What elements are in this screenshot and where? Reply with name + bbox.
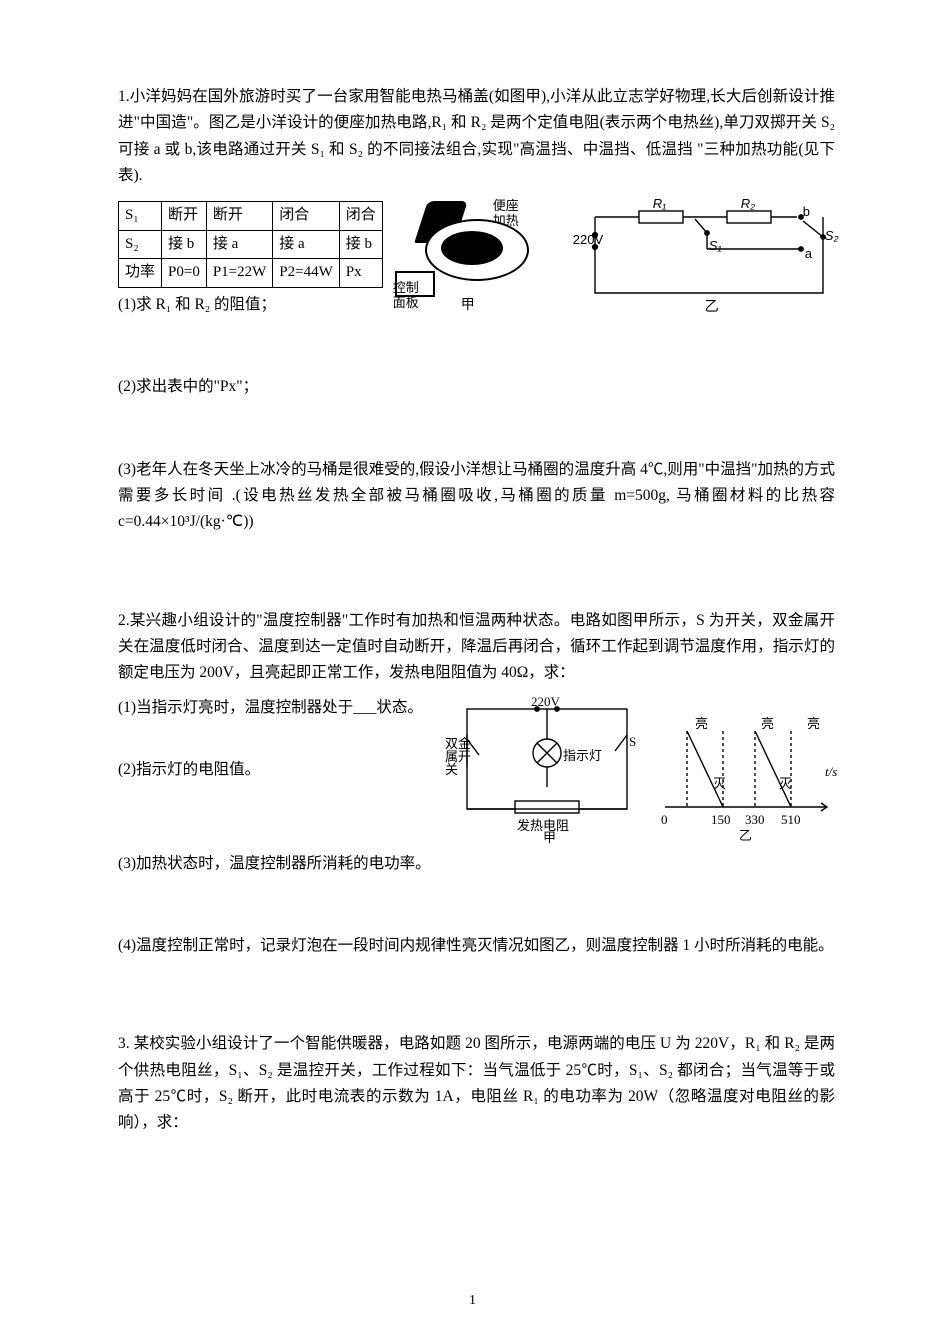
table-row: S₂ 接 b 接 a 接 a 接 b — [119, 230, 383, 259]
cell: 闭合 — [339, 202, 382, 231]
cell: 断开 — [162, 202, 207, 231]
label-220v-2: 220V — [531, 691, 560, 713]
caption-jia: 甲 — [461, 294, 475, 318]
label-on-3: 亮 — [807, 713, 820, 735]
cell: S₁ — [119, 202, 162, 231]
page-number: 1 — [0, 1293, 945, 1309]
cell: 功率 — [119, 259, 162, 288]
q1-sub1: (1)求 R₁ 和 R₂ 的阻值； — [118, 292, 383, 318]
label-on-1: 亮 — [695, 713, 708, 735]
q2-sub3: (3)加热状态时，温度控制器所消耗的电功率。 — [118, 851, 835, 877]
q2-intro: 2.某兴趣小组设计的"温度控制器"工作时有加热和恒温两种状态。电路如图甲所示，S… — [118, 608, 835, 687]
caption-yi: 乙 — [705, 296, 719, 320]
q3-intro: 3. 某校实验小组设计了一个智能供暖器，电路如题 20 图所示，电源两端的电压 … — [118, 1031, 835, 1136]
q1-figure-b: 220V R₁ R₂ S₁ S₂ a b 乙 — [577, 197, 837, 317]
label-a: a — [805, 243, 812, 265]
cell: P1=22W — [206, 259, 272, 288]
label-r2: R₂ — [741, 193, 755, 215]
label-off-1: 灭 — [713, 773, 726, 795]
cell: Px — [339, 259, 382, 288]
q2-sub2: (2)指示灯的电阻值。 — [118, 757, 433, 783]
tick-0: 0 — [661, 809, 668, 831]
q1-intro: 1.小洋妈妈在国外旅游时买了一台家用智能电热马桶盖(如图甲),小洋从此立志学好物… — [118, 84, 835, 189]
label-on-2: 亮 — [761, 713, 774, 735]
q1-table: S₁ 断开 断开 闭合 闭合 S₂ 接 b 接 a 接 a 接 b 功率 P0=… — [118, 201, 383, 288]
cell: 闭合 — [273, 202, 339, 231]
q2-sub4: (4)温度控制正常时，记录灯泡在一段时间内规律性亮灭情况如图乙，则温度控制器 1… — [118, 933, 835, 959]
q1-row: S₁ 断开 断开 闭合 闭合 S₂ 接 b 接 a 接 a 接 b 功率 P0=… — [118, 197, 835, 326]
label-b: b — [803, 201, 810, 223]
label-r1: R₁ — [653, 193, 667, 215]
cell: P2=44W — [273, 259, 339, 288]
cell: S₂ — [119, 230, 162, 259]
label-control-panel: 控制 面板 — [393, 281, 419, 310]
cell: P0=0 — [162, 259, 207, 288]
label-s1: S₁ — [709, 235, 722, 257]
label-t-axis: t/s — [825, 761, 837, 783]
label-s2: S₂ — [825, 225, 839, 247]
tick-150: 150 — [711, 809, 731, 831]
circuit-and-graph-icon — [455, 695, 835, 845]
q2-row: (1)当指示灯亮时，温度控制器处于___状态。 (2)指示灯的电阻值。 — [118, 695, 835, 845]
tick-510: 510 — [781, 809, 801, 831]
toilet-seat-icon — [425, 219, 529, 281]
table-row: 功率 P0=0 P1=22W P2=44W Px — [119, 259, 383, 288]
q1-figure-a: 便座 加热 控制 面板 甲 — [395, 197, 565, 317]
label-220v: 220V — [573, 229, 603, 251]
q2-left: (1)当指示灯亮时，温度控制器处于___状态。 (2)指示灯的电阻值。 — [118, 695, 433, 792]
q2-sub1: (1)当指示灯亮时，温度控制器处于___状态。 — [118, 695, 433, 721]
label-off-2: 灭 — [779, 773, 792, 795]
page-content: 1.小洋妈妈在国外旅游时买了一台家用智能电热马桶盖(如图甲),小洋从此立志学好物… — [0, 0, 945, 1137]
cell: 接 a — [206, 230, 272, 259]
label-s: S — [629, 731, 636, 753]
cell: 接 a — [273, 230, 339, 259]
table-row: S₁ 断开 断开 闭合 闭合 — [119, 202, 383, 231]
q1-sub3: (3)老年人在冬天坐上冰冷的马桶是很难受的,假设小洋想让马桶圈的温度升高 4℃,… — [118, 457, 835, 536]
label-bimetal: 双金 属开 关 — [445, 737, 471, 776]
cell: 接 b — [339, 230, 382, 259]
cell: 断开 — [206, 202, 272, 231]
q2-figure: 220V 双金 属开 关 指示灯 发热电阻 S 甲 亮 亮 亮 灭 灭 t/s … — [455, 695, 835, 845]
q1-table-and-sub: S₁ 断开 断开 闭合 闭合 S₂ 接 b 接 a 接 a 接 b 功率 P0=… — [118, 197, 383, 326]
q1-sub2: (2)求出表中的"Px"； — [118, 374, 835, 400]
cell: 接 b — [162, 230, 207, 259]
caption-jia-2: 甲 — [543, 827, 556, 849]
caption-yi-2: 乙 — [739, 825, 752, 847]
label-lamp: 指示灯 — [563, 745, 602, 767]
